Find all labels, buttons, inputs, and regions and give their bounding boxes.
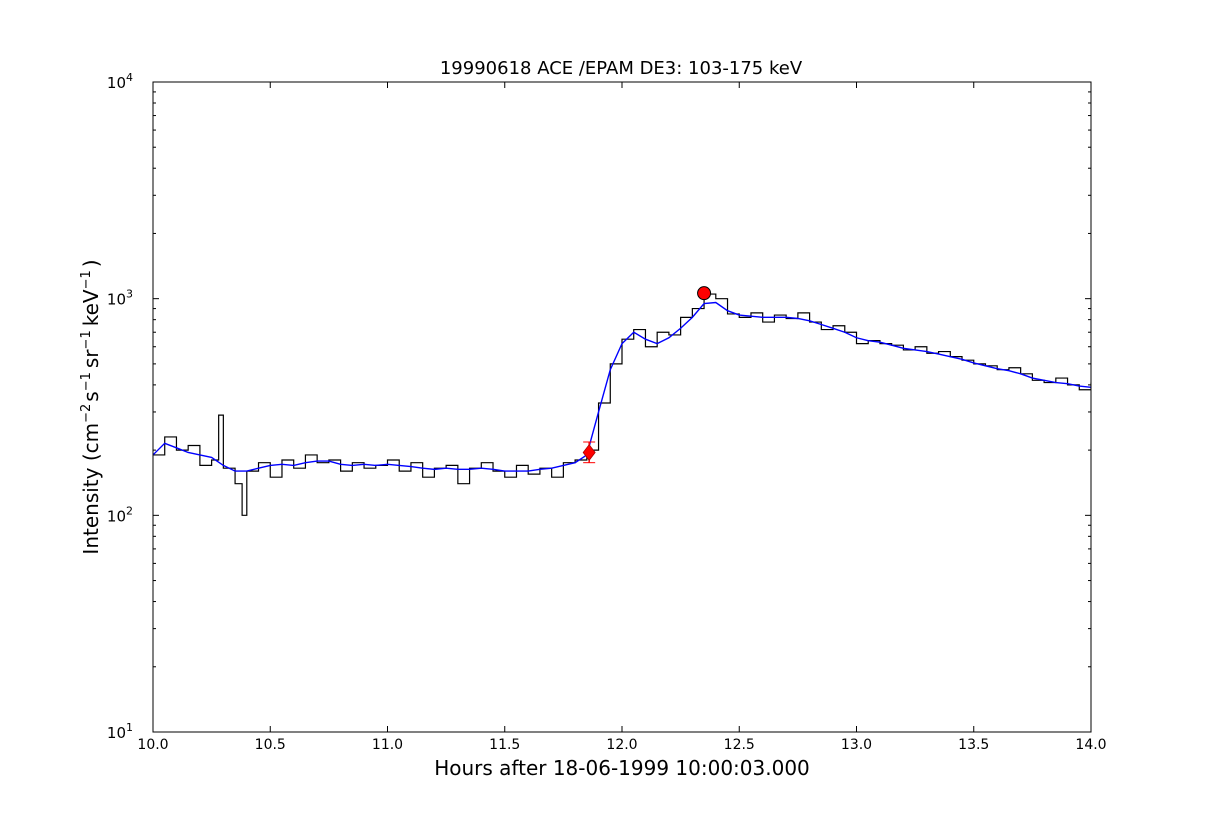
- y-tick-exponent: 3: [126, 288, 133, 301]
- x-tick-label: 11.0: [372, 737, 403, 753]
- y-label-mid3: keV: [79, 289, 103, 326]
- y-label-prefix: Intensity (cm: [79, 423, 103, 555]
- x-tick-label: 13.5: [958, 737, 989, 753]
- y-tick-base: 10: [107, 74, 126, 92]
- series-1-line: [153, 301, 1091, 472]
- x-tick-label: 13.0: [841, 737, 872, 753]
- x-tick-label: 10.0: [137, 737, 168, 753]
- y-tick-label: 103: [107, 288, 133, 309]
- tick-layer: 10.0 10.5 11.0 11.5 12.0 12.5 13.0 13.5 14.01011…: [107, 71, 1107, 753]
- y-axis-label: Intensity (cm−2s−1sr−1keV−1): [79, 259, 103, 554]
- chart-title: 19990618 ACE /EPAM DE3: 103-175 keV: [440, 58, 803, 79]
- y-tick-base: 10: [107, 507, 126, 525]
- series-layer: [153, 293, 1091, 516]
- series-0-line: [153, 293, 1091, 516]
- x-tick-label: 11.5: [489, 737, 520, 753]
- y-tick-label: 102: [107, 504, 133, 525]
- y-tick-base: 10: [107, 724, 126, 742]
- marker-0-diamond: [582, 444, 596, 461]
- y-label-exp2: −1: [79, 372, 94, 391]
- y-tick-base: 10: [107, 291, 126, 309]
- y-label-mid1: s: [79, 391, 103, 401]
- y-tick-exponent: 4: [126, 71, 133, 84]
- x-tick-label: 14.0: [1075, 737, 1106, 753]
- x-tick-label: 10.5: [255, 737, 286, 753]
- x-axis-label: Hours after 18-06-1999 10:00:03.000: [434, 756, 810, 780]
- y-tick-exponent: 2: [126, 504, 133, 517]
- x-tick-label: 12.5: [724, 737, 755, 753]
- y-label-suffix: ): [79, 259, 103, 267]
- y-label-exp4: −1: [79, 270, 94, 289]
- x-tick-label: 12.0: [606, 737, 637, 753]
- y-tick-label: 104: [107, 71, 133, 92]
- plot-frame: [152, 81, 1092, 733]
- y-tick-exponent: 1: [126, 721, 133, 734]
- y-label-mid2: sr: [79, 349, 103, 368]
- y-label-exp3: −1: [79, 330, 94, 349]
- marker-layer: [582, 286, 712, 464]
- y-tick-label: 101: [107, 721, 133, 742]
- marker-1-circle: [697, 286, 712, 301]
- y-label-exp1: −2: [79, 404, 94, 423]
